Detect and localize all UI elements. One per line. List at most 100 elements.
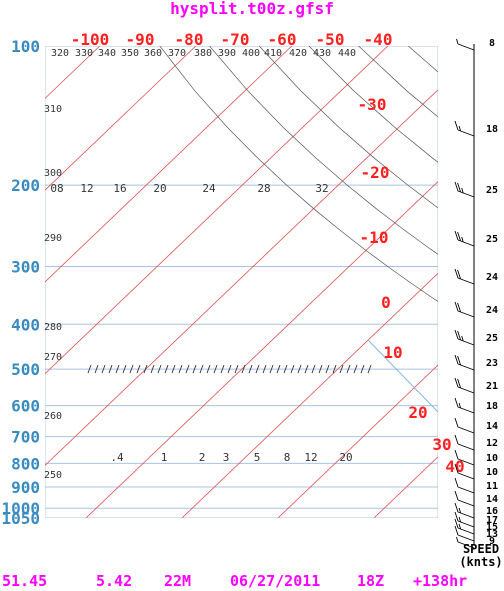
pressure-tick-label: 900 bbox=[11, 478, 40, 497]
hatch-mark bbox=[115, 364, 120, 374]
dry-adiabat-line bbox=[209, 46, 438, 255]
mixing-ratio-label: 2 bbox=[199, 451, 206, 464]
dry-adiabat-line bbox=[159, 46, 438, 302]
pressure-tick-label: 500 bbox=[11, 360, 40, 379]
wind-speed-value: 23 bbox=[486, 358, 498, 369]
isotherm-line bbox=[45, 46, 197, 191]
wind-speed-value: 16 bbox=[486, 506, 498, 517]
hatch-mark bbox=[283, 364, 288, 374]
pressure-tick-label: 200 bbox=[11, 176, 40, 195]
mixing-ratio-label: 24 bbox=[202, 182, 216, 195]
wind-barb bbox=[454, 434, 475, 451]
temperature-tick-label: -10 bbox=[360, 228, 389, 247]
dry-adiabat-line bbox=[308, 46, 438, 163]
temperature-tick-label: -70 bbox=[221, 30, 250, 49]
wind-barb bbox=[454, 230, 475, 247]
hatch-mark bbox=[87, 364, 92, 374]
theta-label: 330 bbox=[75, 48, 93, 59]
wind-speed-value: 10 bbox=[486, 453, 498, 464]
theta-label: 350 bbox=[121, 48, 139, 59]
mixing-ratio-label: 28 bbox=[257, 182, 270, 195]
wind-barb bbox=[454, 518, 475, 535]
wind-barb bbox=[454, 463, 475, 480]
wind-speed-value: 21 bbox=[486, 381, 498, 392]
mixing-ratio-label: 1 bbox=[161, 451, 168, 464]
wind-barb bbox=[454, 417, 475, 434]
plot-frame bbox=[45, 46, 438, 518]
hatch-mark bbox=[164, 364, 169, 374]
hatch-mark bbox=[318, 364, 323, 374]
theta-label: 280 bbox=[44, 322, 62, 333]
theta-label: 370 bbox=[168, 48, 186, 59]
hatch-mark bbox=[157, 364, 162, 374]
temperature-tick-label: -20 bbox=[361, 163, 390, 182]
theta-label: 360 bbox=[144, 48, 162, 59]
theta-label: 300 bbox=[44, 168, 62, 179]
hatch-mark bbox=[269, 364, 274, 374]
theta-label: 440 bbox=[338, 48, 356, 59]
theta-label: 420 bbox=[289, 48, 307, 59]
temperature-tick-label: -100 bbox=[71, 30, 110, 49]
isotherm-line bbox=[277, 364, 438, 518]
wind-speed-value: 8 bbox=[489, 38, 495, 49]
isotherm-line bbox=[45, 89, 438, 466]
hatch-mark bbox=[227, 364, 232, 374]
isotherm-line bbox=[181, 272, 438, 518]
wind-barb bbox=[454, 449, 475, 466]
hatch-mark bbox=[150, 364, 155, 374]
temperature-tick-label: -90 bbox=[126, 30, 155, 49]
wind-speed-value: 14 bbox=[486, 421, 498, 432]
wind-barb bbox=[454, 525, 475, 542]
wind-barb bbox=[454, 329, 475, 346]
mixing-ratio-label: 16 bbox=[113, 182, 126, 195]
footer-hour: 18Z bbox=[357, 572, 384, 590]
temperature-tick-label: 40 bbox=[445, 457, 464, 476]
hatch-mark bbox=[353, 364, 358, 374]
temperature-tick-label: -40 bbox=[364, 30, 393, 49]
wind-barb bbox=[454, 490, 475, 507]
wind-speed-value: 18 bbox=[486, 401, 498, 412]
pressure-tick-label: 1050 bbox=[1, 509, 40, 528]
pressure-tick-label: 600 bbox=[11, 397, 40, 416]
wind-barb bbox=[454, 268, 475, 285]
wind-speed-value: 25 bbox=[486, 234, 498, 245]
temperature-tick-label: 10 bbox=[383, 343, 402, 362]
theta-label: 400 bbox=[242, 48, 260, 59]
hatch-mark bbox=[234, 364, 239, 374]
theta-label: 320 bbox=[51, 48, 69, 59]
footer-lon: 5.42 bbox=[96, 572, 132, 590]
hatch-mark bbox=[122, 364, 127, 374]
hatch-mark bbox=[255, 364, 260, 374]
wind-barb bbox=[454, 502, 475, 519]
hatch-mark bbox=[136, 364, 141, 374]
wind-speed-value: 18 bbox=[486, 124, 498, 135]
footer-info: 51.45 5.42 22M 06/27/2011 18Z +138hr bbox=[2, 572, 467, 590]
pressure-tick-label: 700 bbox=[11, 428, 40, 447]
temperature-tick-label: 20 bbox=[408, 403, 427, 422]
wind-barb bbox=[454, 120, 475, 137]
mixing-ratio-label: 3 bbox=[223, 451, 230, 464]
hatch-mark bbox=[101, 364, 106, 374]
hatch-mark bbox=[129, 364, 134, 374]
mixing-ratio-label: 20 bbox=[339, 451, 352, 464]
label-layer: 10020030040050060070080090010001050-100-… bbox=[1, 30, 464, 528]
hatch-mark bbox=[199, 364, 204, 374]
hatch-mark bbox=[220, 364, 225, 374]
hatch-mark bbox=[367, 364, 372, 374]
dry-adiabat-line bbox=[358, 46, 438, 118]
wind-speed-value: 24 bbox=[486, 305, 498, 316]
pressure-tick-label: 400 bbox=[11, 315, 40, 334]
pressure-tick-label: 300 bbox=[11, 258, 40, 277]
theta-label: 380 bbox=[194, 48, 212, 59]
chart-title: hysplit.t00z.gfsf bbox=[170, 0, 334, 18]
boundary-line bbox=[367, 339, 439, 413]
wind-speed-value: 25 bbox=[486, 333, 498, 344]
theta-label: 390 bbox=[218, 48, 236, 59]
wind-speed-value: 12 bbox=[486, 438, 498, 449]
wind-barb bbox=[454, 301, 475, 318]
temperature-tick-label: -50 bbox=[316, 30, 345, 49]
wind-speed-value: 25 bbox=[486, 185, 498, 196]
wind-barb bbox=[454, 511, 475, 528]
theta-label: 430 bbox=[313, 48, 331, 59]
